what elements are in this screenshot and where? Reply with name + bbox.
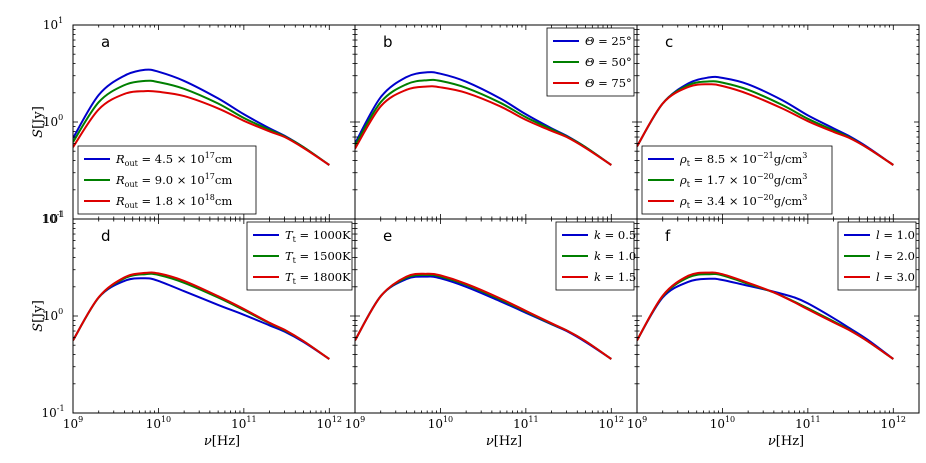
- x-tick-label: 1010: [428, 415, 453, 431]
- x-tick-label: 1011: [513, 415, 538, 431]
- legend-a: Rout = 4.5 × 1017cm Rout = 9.0 × 1017cm Ro…: [77, 145, 257, 215]
- panel-letter-f: f: [665, 227, 671, 245]
- x-axis-label: ν[Hz]: [204, 434, 240, 449]
- legend-entry-c-3: ρt = 3.4 × 10−20g/cm3: [679, 193, 807, 210]
- panel-letter-c: c: [665, 33, 673, 51]
- y-tick-label: 100: [43, 113, 63, 129]
- x-tick-label: 1012: [599, 415, 624, 431]
- legend-entry-f-3: l = 3.0: [876, 270, 915, 284]
- x-tick-label: 109: [63, 415, 83, 431]
- legend-b: Θ = 25° Θ = 50° Θ = 75°: [546, 27, 635, 97]
- legend-entry-c-2: ρt = 1.7 × 10−20g/cm3: [679, 172, 807, 189]
- y-tick-label: 10-1: [41, 404, 64, 420]
- x-axis-label: ν[Hz]: [768, 434, 804, 449]
- series-line-b-3: [355, 85, 612, 166]
- x-tick-label: 109: [627, 415, 647, 431]
- legend-entry-d-3: Tt = 1800K: [285, 270, 351, 286]
- y-tick-label: 10-1: [41, 210, 64, 226]
- legend-entry-e-1: k = 0.5: [594, 228, 636, 242]
- x-tick-label: 1010: [710, 415, 735, 431]
- x-tick-label: 1012: [881, 415, 906, 431]
- series-line-c-1: [637, 75, 894, 166]
- x-tick-label: 109: [345, 415, 365, 431]
- panel-e: 109 1010 1011 1012 ν[Hz] e k = 0.5 k = 1.0 k = 1…: [345, 218, 638, 449]
- curves-a: [73, 68, 330, 166]
- series-line-e-3: [355, 272, 612, 360]
- series-line-f-3: [637, 271, 894, 360]
- x-axis-label: ν[Hz]: [486, 434, 522, 449]
- panel-letter-e: e: [383, 227, 392, 245]
- x-tick-label: 1011: [795, 415, 820, 431]
- y-tick-label: 101: [43, 16, 63, 32]
- x-tick-label: 1010: [146, 415, 171, 431]
- series-line-f-1: [637, 277, 894, 360]
- legend-entry-a-1: Rout = 4.5 × 1017cm: [115, 151, 232, 168]
- legend-e: k = 0.5 k = 1.0 k = 1.5: [555, 221, 636, 291]
- legend-entry-e-2: k = 1.0: [594, 249, 636, 263]
- panel-letter-d: d: [101, 227, 111, 245]
- legend-entry-b-3: Θ = 75°: [585, 76, 632, 90]
- curves-e: [355, 272, 612, 360]
- curves-d: [73, 271, 330, 360]
- x-tick-label: 1011: [231, 415, 256, 431]
- legend-entry-c-1: ρt = 8.5 × 10−21g/cm3: [679, 151, 807, 168]
- curves-f: [637, 271, 894, 360]
- x-tick-label: 1012: [317, 415, 342, 431]
- series-line-d-1: [73, 277, 330, 360]
- legend-f: l = 1.0 l = 2.0 l = 3.0: [837, 221, 917, 291]
- legend-box: [546, 27, 635, 97]
- legend-c: ρt = 8.5 × 10−21g/cm3 ρt = 1.7 × 10−20g/c…: [641, 145, 833, 215]
- series-line-a-3: [73, 89, 330, 166]
- panel-letter-a: a: [101, 33, 110, 51]
- legend-entry-e-3: k = 1.5: [594, 270, 636, 284]
- panel-letter-b: b: [383, 33, 393, 51]
- y-tick-label: 101: [43, 210, 63, 226]
- curves-c: [637, 75, 894, 166]
- legend-d: Tt = 1000K Tt = 1500K Tt = 1800K: [246, 221, 353, 291]
- legend-entry-a-2: Rout = 9.0 × 1017cm: [115, 172, 232, 189]
- curves-b: [355, 71, 612, 166]
- legend-entry-b-2: Θ = 50°: [585, 55, 632, 69]
- panel-d: 109 1010 1011 1012 ν[Hz] 10-1 100 101 S[Jy] d Tt =…: [31, 210, 356, 449]
- y-axis-label: S[Jy]: [31, 300, 46, 332]
- legend-entry-d-1: Tt = 1000K: [285, 228, 351, 244]
- legend-entry-b-1: Θ = 25°: [585, 34, 632, 48]
- panel-c: c ρt = 8.5 × 10−21g/cm3 ρt = 1.7 × 10−20g/…: [636, 24, 920, 220]
- legend-entry-d-2: Tt = 1500K: [285, 249, 351, 265]
- series-line-c-3: [637, 83, 894, 166]
- legend-entry-f-2: l = 2.0: [876, 249, 915, 263]
- y-tick-label: 100: [43, 307, 63, 323]
- panel-b: b Θ = 25° Θ = 50° Θ = 75°: [354, 24, 638, 220]
- series-line-d-3: [73, 271, 330, 360]
- panel-f: 109 1010 1011 1012 ν[Hz] f l = 1.0 l = 2.0 l = 3…: [627, 218, 920, 449]
- y-axis-label: S[Jy]: [31, 106, 46, 138]
- legend-entry-f-1: l = 1.0: [876, 228, 915, 242]
- legend-entry-a-3: Rout = 1.8 × 1018cm: [115, 193, 232, 210]
